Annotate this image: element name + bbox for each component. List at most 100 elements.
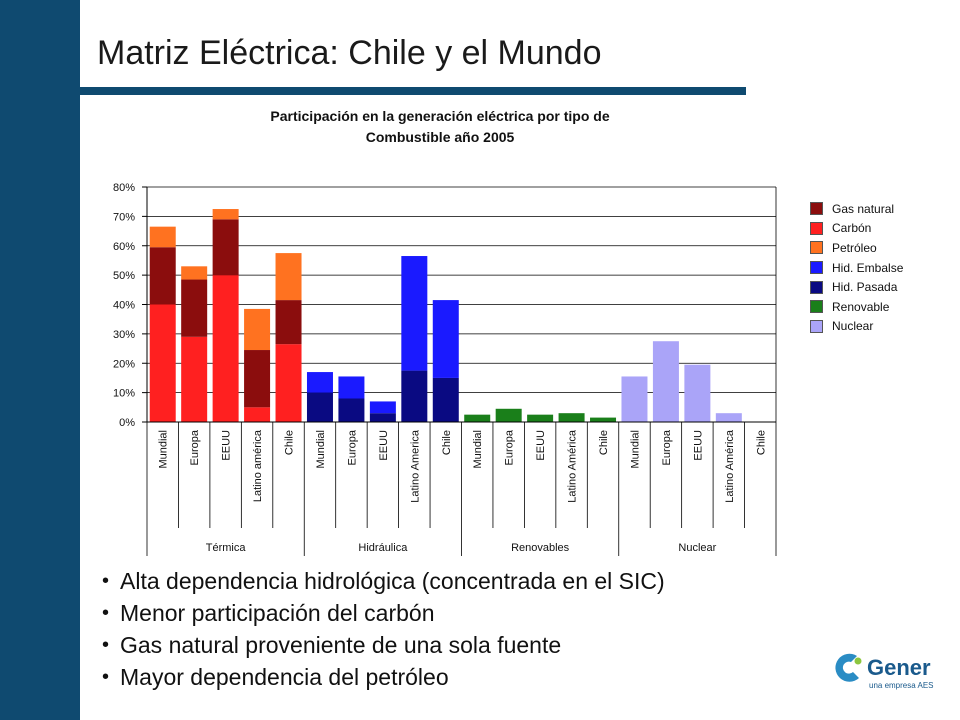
y-tick-label: 0% bbox=[119, 417, 135, 429]
bar-segment bbox=[338, 398, 365, 422]
bar-segment bbox=[149, 226, 176, 248]
x-category-label: Latino América bbox=[567, 429, 579, 503]
legend-swatch bbox=[810, 319, 823, 333]
bullet-list: • Alta dependencia hidrológica (concentra… bbox=[102, 565, 665, 693]
legend-label: Renovable bbox=[832, 299, 890, 314]
bar-segment bbox=[495, 408, 522, 422]
bullet-text: Gas natural proveniente de una sola fuen… bbox=[120, 631, 562, 658]
legend-item: Petróleo bbox=[810, 238, 903, 258]
gener-logo-tagline: una empresa AES bbox=[869, 681, 933, 690]
bar-segment bbox=[432, 377, 459, 422]
x-category-label: Europa bbox=[189, 429, 201, 465]
legend-swatch bbox=[810, 202, 823, 216]
gener-logo-wordmark: Gener bbox=[867, 655, 931, 680]
bar-segment bbox=[275, 344, 302, 422]
x-category-label: Chile bbox=[441, 430, 453, 455]
y-tick-label: 30% bbox=[113, 329, 135, 341]
bar-segment bbox=[212, 219, 239, 276]
bar-segment bbox=[401, 370, 428, 422]
bar-segment bbox=[369, 401, 396, 414]
bar-segment bbox=[244, 407, 271, 422]
y-tick-label: 70% bbox=[113, 211, 135, 223]
bar-segment bbox=[181, 266, 208, 280]
bullet-text: Mayor dependencia del petróleo bbox=[120, 663, 449, 690]
y-tick-label: 60% bbox=[113, 241, 135, 253]
legend-item: Hid. Pasada bbox=[810, 277, 903, 297]
x-category-label: EEUU bbox=[535, 430, 547, 461]
legend-item: Nuclear bbox=[810, 317, 903, 337]
x-group-label: Nuclear bbox=[678, 542, 716, 554]
x-category-label: Mundial bbox=[472, 430, 484, 469]
bullet-dot-icon: • bbox=[102, 569, 110, 592]
legend-swatch bbox=[810, 300, 823, 314]
x-category-label: EEUU bbox=[692, 430, 704, 461]
y-tick-label: 10% bbox=[113, 388, 135, 400]
legend-label: Nuclear bbox=[832, 319, 874, 334]
legend-item: Renovable bbox=[810, 297, 903, 317]
y-tick-label: 40% bbox=[113, 300, 135, 312]
legend-swatch bbox=[810, 221, 823, 235]
bar-segment bbox=[464, 414, 491, 422]
legend-label: Carbón bbox=[832, 221, 872, 236]
slide-title: Matriz Eléctrica: Chile y el Mundo bbox=[97, 34, 602, 72]
legend-swatch bbox=[810, 280, 823, 294]
legend-label: Gas natural bbox=[832, 201, 895, 216]
legend-label: Hid. Embalse bbox=[832, 260, 904, 275]
bar-segment bbox=[369, 413, 396, 422]
bar-segment bbox=[652, 341, 679, 422]
bar-segment bbox=[244, 308, 271, 351]
bar-segment bbox=[401, 256, 428, 371]
x-category-label: Europa bbox=[346, 429, 358, 465]
x-category-label: EEUU bbox=[221, 430, 233, 461]
gener-logo: Gener una empresa AES bbox=[835, 653, 933, 690]
bar-segment bbox=[275, 253, 302, 301]
bullet-text: Alta dependencia hidrológica (concentrad… bbox=[120, 567, 665, 594]
chart-title-line-1: Participación en la generación eléctrica… bbox=[270, 108, 610, 124]
left-accent-band bbox=[0, 0, 80, 720]
x-category-label: Chile bbox=[598, 430, 610, 455]
bar-segment bbox=[149, 247, 176, 305]
x-category-label: Latino américa bbox=[252, 429, 264, 502]
y-tick-label: 80% bbox=[113, 182, 135, 194]
bar-segment bbox=[212, 209, 239, 220]
bullet-item: • Gas natural proveniente de una sola fue… bbox=[102, 629, 665, 661]
title-underline-bar bbox=[80, 87, 746, 95]
bar-segment bbox=[181, 279, 208, 337]
x-category-label: Europa bbox=[504, 429, 516, 465]
x-category-label: Latino América bbox=[724, 429, 736, 503]
gener-logo-mark-icon bbox=[835, 653, 859, 682]
x-category-label: Mundial bbox=[158, 430, 170, 469]
y-tick-label: 50% bbox=[113, 270, 135, 282]
x-category-label: Mundial bbox=[629, 430, 641, 469]
bullet-item: • Menor participación del carbón bbox=[102, 597, 665, 629]
bar-segment bbox=[558, 413, 585, 422]
bar-segment bbox=[715, 413, 742, 422]
x-category-label: Latino America bbox=[409, 429, 421, 503]
bar-segment bbox=[527, 414, 554, 422]
x-category-label: Chile bbox=[755, 430, 767, 455]
bar-segment bbox=[590, 417, 617, 422]
bar-segment bbox=[621, 376, 648, 422]
legend-label: Petróleo bbox=[832, 240, 877, 255]
bullet-dot-icon: • bbox=[102, 665, 110, 688]
chart-title-line-2: Combustible año 2005 bbox=[365, 129, 515, 145]
x-category-label: Mundial bbox=[315, 430, 327, 469]
bullet-item: • Mayor dependencia del petróleo bbox=[102, 661, 665, 693]
legend-swatch bbox=[810, 241, 823, 255]
legend-swatch bbox=[810, 261, 823, 275]
bullet-text: Menor participación del carbón bbox=[120, 599, 435, 626]
x-category-label: Chile bbox=[284, 430, 296, 455]
x-group-label: Hidráulica bbox=[358, 542, 408, 554]
bar-segment bbox=[212, 275, 239, 422]
gener-logo-dot-icon bbox=[854, 657, 862, 665]
chart-title: Participación en la generación eléctrica… bbox=[150, 106, 730, 148]
chart-legend: Gas natural Carbón Petróleo Hid. Embalse Hid… bbox=[810, 199, 903, 336]
bullet-dot-icon: • bbox=[102, 601, 110, 624]
bar-segment bbox=[275, 300, 302, 345]
bullet-item: • Alta dependencia hidrológica (concentra… bbox=[102, 565, 665, 597]
x-group-label: Térmica bbox=[206, 542, 247, 554]
bar-segment bbox=[181, 336, 208, 422]
bar-segment bbox=[684, 364, 711, 422]
x-category-label: Europa bbox=[661, 429, 673, 465]
